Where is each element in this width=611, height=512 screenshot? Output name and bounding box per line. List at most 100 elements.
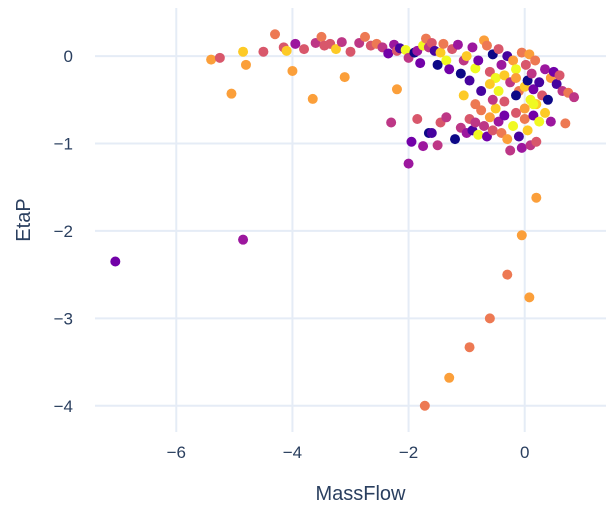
data-points <box>110 29 580 411</box>
scatter-point <box>412 114 423 125</box>
scatter-point <box>470 99 481 110</box>
scatter-point <box>510 90 521 101</box>
scatter-point <box>484 112 495 123</box>
scatter-point <box>441 112 452 123</box>
scatter-point <box>487 94 498 105</box>
scatter-point <box>240 59 251 70</box>
scatter-point <box>542 94 553 105</box>
scatter-point <box>464 75 475 86</box>
scatter-point <box>524 292 535 303</box>
scatter-point <box>226 88 237 99</box>
scatter-point <box>287 65 298 76</box>
scatter-point <box>516 230 527 241</box>
scatter-point <box>438 38 449 49</box>
scatter-point <box>461 51 472 62</box>
scatter-point <box>513 131 524 142</box>
y-tick-label: −2 <box>54 222 73 241</box>
scatter-point <box>534 77 545 88</box>
scatter-point <box>554 70 565 81</box>
x-tick-label: −6 <box>167 443 186 462</box>
scatter-point <box>330 44 341 55</box>
scatter-point <box>316 31 327 42</box>
scatter-point <box>386 117 397 128</box>
scatter-point <box>452 39 463 50</box>
scatter-point <box>464 342 475 353</box>
scatter-point <box>510 64 521 75</box>
scatter-point <box>490 103 501 114</box>
scatter-point <box>484 79 495 90</box>
scatter-point <box>345 46 356 57</box>
scatter-point <box>403 158 414 169</box>
scatter-point <box>458 90 469 101</box>
scatter-point <box>290 38 301 49</box>
scatter-point <box>391 84 402 95</box>
scatter-point <box>519 114 530 125</box>
scatter-point <box>479 121 490 132</box>
scatter-point <box>508 55 519 66</box>
y-tick-label: −4 <box>54 397 73 416</box>
scatter-point <box>499 96 510 107</box>
x-tick-label: −4 <box>283 443 302 462</box>
scatter-point <box>510 107 521 118</box>
scatter-point <box>505 145 516 156</box>
scatter-point <box>502 269 513 280</box>
scatter-point <box>432 140 443 151</box>
scatter-point <box>238 234 249 245</box>
scatter-point <box>493 86 504 97</box>
scatter-point <box>473 129 484 140</box>
scatter-point <box>406 136 417 147</box>
scatter-point <box>540 107 551 118</box>
scatter-point <box>569 92 580 103</box>
scatter-point <box>473 55 484 66</box>
scatter-point <box>499 110 510 121</box>
scatter-point <box>400 44 411 55</box>
scatter-point <box>526 68 537 79</box>
scatter-point <box>499 70 510 81</box>
scatter-point <box>481 40 492 51</box>
scatter-point <box>534 116 545 127</box>
y-tick-label: 0 <box>64 47 73 66</box>
scatter-point <box>516 142 527 153</box>
scatter-point <box>516 47 527 58</box>
x-tick-label: −2 <box>399 443 418 462</box>
scatter-point <box>360 31 371 42</box>
scatter-point <box>258 46 269 57</box>
scatter-point <box>467 42 478 53</box>
scatter-point <box>426 128 437 139</box>
scatter-point <box>484 313 495 324</box>
scatter-point <box>206 54 217 65</box>
scatter-point <box>281 45 292 56</box>
scatter-point <box>444 64 455 75</box>
scatter-point <box>528 99 539 110</box>
x-axis-title: MassFlow <box>315 483 406 505</box>
scatter-point <box>238 46 249 57</box>
scatter-point <box>441 55 452 66</box>
scatter-point <box>270 29 281 40</box>
scatter-point <box>336 37 347 48</box>
scatter-point <box>299 44 310 55</box>
scatter-point <box>426 37 437 48</box>
scatter-point <box>450 134 461 145</box>
scatter-point <box>444 372 455 383</box>
scatter-point <box>383 48 394 59</box>
scatter-point <box>560 118 571 129</box>
scatter-point <box>455 68 466 79</box>
scatter-point <box>415 58 426 69</box>
scatter-point <box>510 72 521 83</box>
scatter-point <box>487 125 498 136</box>
scatter-point <box>339 72 350 83</box>
tick-labels: −6 −4 −2 0 0 −1 −2 −3 −4 <box>54 47 530 462</box>
scatter-point <box>531 192 542 203</box>
scatter-point <box>432 59 443 70</box>
y-axis-title: EtaP <box>13 198 35 241</box>
y-tick-label: −3 <box>54 309 73 328</box>
scatter-point <box>470 63 481 74</box>
scatter-point <box>419 400 430 411</box>
scatter-point <box>418 141 429 152</box>
scatter-point <box>493 44 504 55</box>
scatter-point <box>519 103 530 114</box>
scatter-point <box>540 64 551 75</box>
scatter-point <box>551 79 562 90</box>
